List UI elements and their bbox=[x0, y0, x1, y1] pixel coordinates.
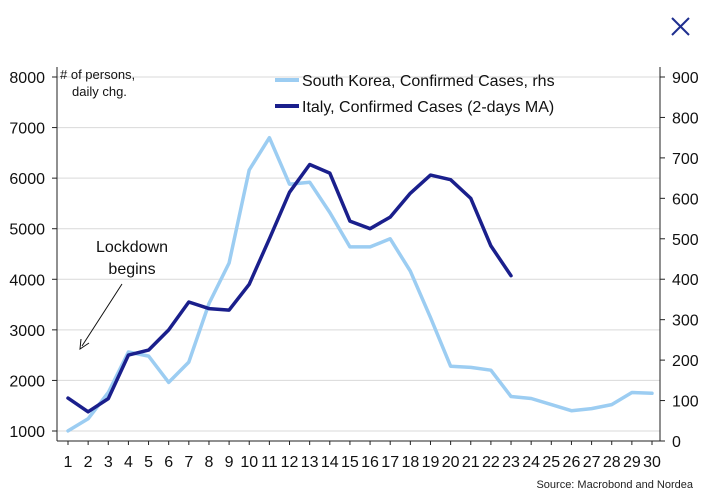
x-tick-label: 14 bbox=[321, 454, 339, 471]
x-tick-label: 26 bbox=[563, 454, 581, 471]
y-unit-label-line2: daily chg. bbox=[72, 84, 127, 99]
close-button[interactable] bbox=[664, 12, 696, 44]
x-tick-label: 27 bbox=[583, 454, 601, 471]
x-tick-label: 13 bbox=[301, 454, 319, 471]
x-tick-label: 17 bbox=[381, 454, 399, 471]
x-tick-label: 1 bbox=[64, 454, 73, 471]
x-tick-label: 3 bbox=[104, 454, 113, 471]
left-tick-label: 3000 bbox=[9, 323, 45, 340]
legend: South Korea, Confirmed Cases, rhs Italy,… bbox=[275, 73, 555, 116]
x-tick-label: 9 bbox=[225, 454, 234, 471]
x-tick-label: 18 bbox=[401, 454, 419, 471]
left-tick-label: 7000 bbox=[9, 121, 45, 138]
x-tick-label: 20 bbox=[442, 454, 460, 471]
legend-label-south-korea: South Korea, Confirmed Cases, rhs bbox=[302, 73, 555, 90]
x-tick-label: 6 bbox=[164, 454, 173, 471]
x-tick-label: 10 bbox=[240, 454, 258, 471]
x-tick-label: 25 bbox=[542, 454, 560, 471]
right-tick-label: 200 bbox=[672, 353, 699, 370]
x-tick-label: 21 bbox=[462, 454, 480, 471]
left-tick-label: 1000 bbox=[9, 424, 45, 441]
annotation-arrowhead bbox=[79, 338, 90, 351]
left-tick-label: 5000 bbox=[9, 222, 45, 239]
x-tick-label: 30 bbox=[643, 454, 661, 471]
right-tick-label: 500 bbox=[672, 232, 699, 249]
right-axis: 0 100 200 300 400 500 600 700 800 900 bbox=[660, 70, 699, 451]
x-tick-label: 15 bbox=[341, 454, 359, 471]
series-line-italy bbox=[66, 162, 513, 414]
x-tick-label: 29 bbox=[623, 454, 641, 471]
x-axis: 1 2 3 4 5 6 7 8 9 10 11 12 13 14 15 16 17 18 19 20 21 22 23 24 2… bbox=[64, 441, 661, 471]
x-tick-label: 24 bbox=[522, 454, 540, 471]
x-tick-label: 11 bbox=[261, 454, 278, 471]
legend-label-italy: Italy, Confirmed Cases (2-days MA) bbox=[302, 99, 554, 116]
y-unit-label-line1: # of persons, bbox=[60, 67, 135, 82]
x-tick-label: 2 bbox=[84, 454, 93, 471]
right-tick-label: 900 bbox=[672, 70, 699, 87]
series-group bbox=[66, 135, 654, 433]
right-tick-label: 400 bbox=[672, 272, 699, 289]
left-tick-label: 6000 bbox=[9, 171, 45, 188]
annotation-line1: Lockdown bbox=[96, 239, 168, 256]
x-tick-label: 22 bbox=[482, 454, 500, 471]
x-tick-label: 16 bbox=[361, 454, 379, 471]
right-tick-label: 700 bbox=[672, 151, 699, 168]
left-axis: 1000 2000 3000 4000 5000 6000 7000 8000 bbox=[9, 70, 57, 441]
x-tick-label: 5 bbox=[144, 454, 153, 471]
x-tick-label: 8 bbox=[205, 454, 214, 471]
x-tick-label: 23 bbox=[502, 454, 520, 471]
left-tick-label: 2000 bbox=[9, 373, 45, 390]
x-tick-label: 28 bbox=[603, 454, 621, 471]
left-tick-label: 4000 bbox=[9, 272, 45, 289]
series-line-south-korea bbox=[66, 135, 654, 433]
close-icon bbox=[671, 17, 690, 36]
x-tick-label: 19 bbox=[422, 454, 440, 471]
plot-frame bbox=[56, 67, 661, 442]
source-note: Source: Macrobond and Nordea bbox=[536, 479, 693, 491]
x-tick-label: 7 bbox=[184, 454, 193, 471]
annotation-arrow bbox=[81, 283, 123, 347]
grid-lines bbox=[57, 76, 660, 432]
annotation-line2: begins bbox=[108, 261, 155, 278]
right-tick-label: 600 bbox=[672, 191, 699, 208]
annotation: Lockdown begins bbox=[79, 239, 168, 351]
right-tick-label: 300 bbox=[672, 313, 699, 330]
x-tick-label: 4 bbox=[124, 454, 133, 471]
right-tick-label: 100 bbox=[672, 394, 699, 411]
left-tick-label: 8000 bbox=[9, 70, 45, 87]
right-tick-label: 800 bbox=[672, 110, 699, 127]
right-tick-label: 0 bbox=[672, 434, 681, 451]
x-tick-label: 12 bbox=[281, 454, 299, 471]
